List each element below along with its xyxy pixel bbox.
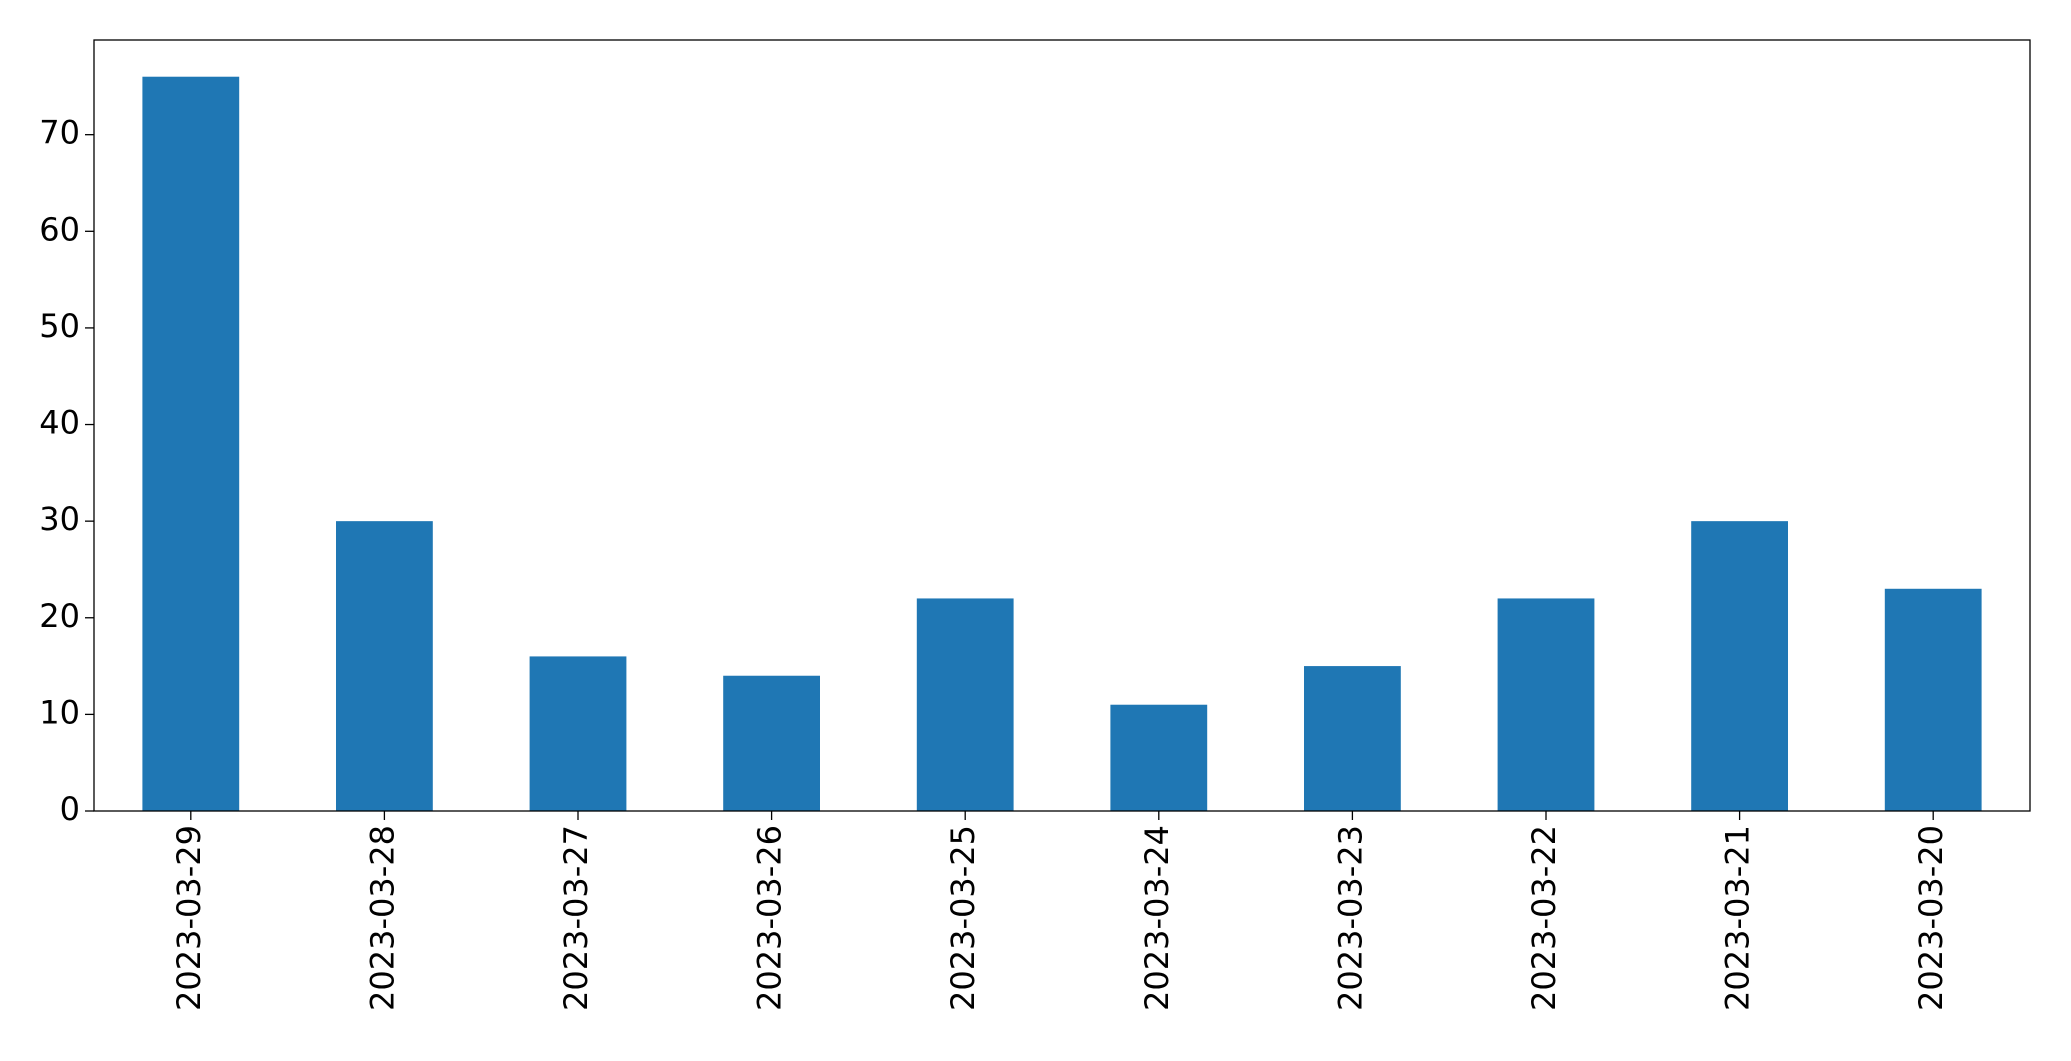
bar <box>336 521 433 811</box>
x-tick-label: 2023-03-28 <box>363 825 401 1011</box>
x-tick-label: 2023-03-20 <box>1912 825 1950 1011</box>
x-tick-label: 2023-03-23 <box>1331 825 1369 1011</box>
y-tick-label: 30 <box>39 500 80 538</box>
y-tick-label: 10 <box>39 693 80 731</box>
bar <box>723 675 820 811</box>
plot-frame <box>93 39 2031 812</box>
bar <box>1110 704 1208 811</box>
x-tick-label: 2023-03-27 <box>557 825 595 1011</box>
x-tick-label: 2023-03-26 <box>751 825 789 1011</box>
bar <box>142 76 240 811</box>
x-tick-label: 2023-03-22 <box>1525 825 1563 1011</box>
y-tick-label: 50 <box>39 307 80 345</box>
y-tick-label: 20 <box>39 597 80 635</box>
bar <box>916 598 1014 811</box>
y-tick-label: 40 <box>39 404 80 442</box>
x-tick-label: 2023-03-24 <box>1138 825 1176 1011</box>
x-tick-label: 2023-03-29 <box>170 825 208 1011</box>
bar <box>529 656 627 811</box>
bar <box>1497 598 1595 811</box>
x-tick-label: 2023-03-21 <box>1719 825 1757 1011</box>
bar <box>1691 521 1788 811</box>
y-tick-label: 70 <box>39 114 80 152</box>
bar <box>1884 588 1982 811</box>
y-tick-label: 0 <box>60 790 80 828</box>
bar <box>1304 666 1401 811</box>
x-tick-label: 2023-03-25 <box>944 825 982 1011</box>
y-tick-label: 60 <box>39 210 80 248</box>
